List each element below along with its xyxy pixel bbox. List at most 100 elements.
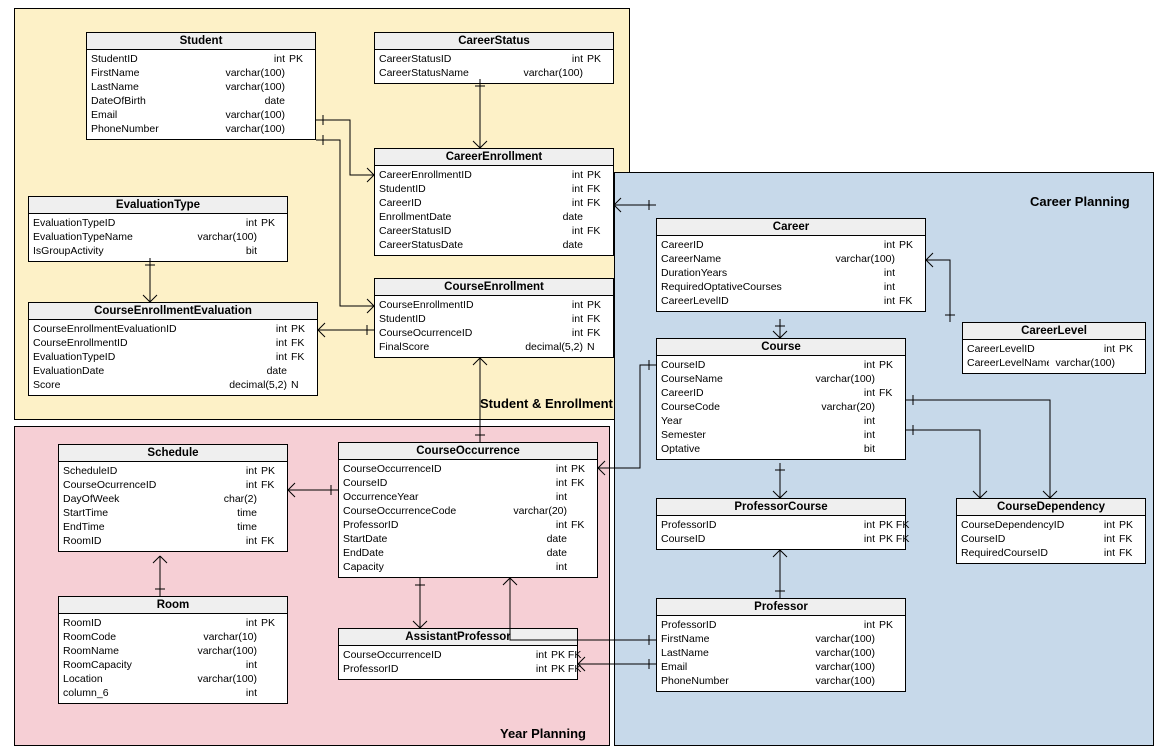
entity-body-EvaluationType: EvaluationTypeIDintPKEvaluationTypeNamev…	[29, 214, 287, 261]
field-name: EvaluationTypeID	[33, 216, 240, 230]
field-key	[895, 280, 921, 294]
region-label-year: Year Planning	[500, 726, 586, 741]
field-row: CourseEnrollmentIDintFK	[33, 336, 313, 350]
field-key: PK	[257, 216, 283, 230]
field-row: StudentIDintFK	[379, 312, 609, 326]
entity-header-Student: Student	[87, 33, 315, 50]
field-type: int	[878, 238, 895, 252]
entity-CareerLevel: CareerLevelCareerLevelIDintPKCareerLevel…	[962, 322, 1146, 374]
field-row: RoomIDintFK	[63, 534, 283, 548]
entity-body-ProfessorCourse: ProfessorIDintPK FKCourseIDintPK FK	[657, 516, 905, 549]
field-type: date	[557, 210, 583, 224]
field-name: CourseID	[661, 358, 858, 372]
field-name: EvaluationDate	[33, 364, 261, 378]
field-key	[285, 122, 311, 136]
field-key	[285, 108, 311, 122]
entity-CourseDependency: CourseDependencyCourseDependencyIDintPKC…	[956, 498, 1146, 564]
field-name: CourseOcurrenceID	[379, 326, 566, 340]
field-row: CourseEnrollmentIDintPK	[379, 298, 609, 312]
field-row: DayOfWeekchar(2)	[63, 492, 283, 506]
field-type: varchar(20)	[815, 400, 875, 414]
field-row: EvaluationTypeIDintFK	[33, 350, 313, 364]
field-type: varchar(100)	[191, 672, 257, 686]
entity-header-Course: Course	[657, 339, 905, 356]
field-name: Semester	[661, 428, 858, 442]
field-name: StudentID	[91, 52, 268, 66]
entity-header-Career: Career	[657, 219, 925, 236]
field-name: OccurrenceYear	[343, 490, 550, 504]
field-key	[875, 428, 901, 442]
entity-Student: StudentStudentIDintPKFirstNamevarchar(10…	[86, 32, 316, 140]
field-type: int	[240, 686, 257, 700]
field-key: FK	[567, 518, 593, 532]
field-name: CareerEnrollmentID	[379, 168, 566, 182]
field-key: PK	[895, 238, 921, 252]
field-type: date	[557, 238, 583, 252]
field-row: CareerLevelIDintPK	[967, 342, 1141, 356]
field-name: StudentID	[379, 312, 566, 326]
field-key	[567, 504, 593, 518]
field-type: int	[270, 350, 287, 364]
field-key: PK	[257, 464, 283, 478]
field-row: CourseIDintFK	[343, 476, 593, 490]
field-row: StudentIDintFK	[379, 182, 609, 196]
field-row: CareerIDintPK	[661, 238, 921, 252]
entity-header-Room: Room	[59, 597, 287, 614]
field-type: decimal(5,2)	[223, 378, 287, 392]
field-type: varchar(100)	[809, 632, 875, 646]
field-row: DateOfBirthdate	[91, 94, 311, 108]
field-type: int	[530, 648, 547, 662]
field-name: RoomID	[63, 534, 240, 548]
field-row: CareerNamevarchar(100)	[661, 252, 921, 266]
field-name: CareerName	[661, 252, 829, 266]
field-key	[285, 94, 311, 108]
field-row: FirstNamevarchar(100)	[91, 66, 311, 80]
field-row: Capacityint	[343, 560, 593, 574]
field-type: int	[1098, 532, 1115, 546]
field-type: date	[541, 532, 567, 546]
field-key: N	[583, 340, 609, 354]
field-name: CourseID	[961, 532, 1098, 546]
entity-body-CareerEnrollment: CareerEnrollmentIDintPKStudentIDintFKCar…	[375, 166, 613, 255]
field-row: CareerStatusDatedate	[379, 238, 609, 252]
field-type: int	[240, 478, 257, 492]
field-name: DurationYears	[661, 266, 878, 280]
field-type: varchar(10)	[197, 630, 257, 644]
field-type: int	[1098, 342, 1115, 356]
field-type: int	[240, 534, 257, 548]
field-key: FK	[287, 350, 313, 364]
field-row: CareerEnrollmentIDintPK	[379, 168, 609, 182]
field-key	[257, 658, 283, 672]
entity-header-CareerLevel: CareerLevel	[963, 323, 1145, 340]
entity-body-CourseOccurrence: CourseOccurrenceIDintPKCourseIDintFKOccu…	[339, 460, 597, 577]
field-name: RequiredOptativeCourses	[661, 280, 878, 294]
entity-Professor: ProfessorProfessorIDintPKFirstNamevarcha…	[656, 598, 906, 692]
field-name: RoomCode	[63, 630, 197, 644]
field-key	[583, 238, 609, 252]
field-key: N	[287, 378, 313, 392]
field-type: time	[231, 506, 257, 520]
entity-header-CourseEnrollmentEvaluation: CourseEnrollmentEvaluation	[29, 303, 317, 320]
field-key	[875, 660, 901, 674]
region-label-career: Career Planning	[1030, 194, 1130, 209]
field-row: CourseIDintPK	[661, 358, 901, 372]
field-name: RequiredCourseID	[961, 546, 1098, 560]
field-name: EvaluationTypeName	[33, 230, 191, 244]
field-type: time	[231, 520, 257, 534]
field-key: FK	[287, 336, 313, 350]
field-row: CareerStatusIDintFK	[379, 224, 609, 238]
field-type: int	[240, 216, 257, 230]
field-name: CareerLevelID	[661, 294, 878, 308]
field-row: IsGroupActivitybit	[33, 244, 283, 258]
field-name: CareerStatusID	[379, 224, 566, 238]
field-type: varchar(100)	[219, 66, 285, 80]
field-row: CareerStatusIDintPK	[379, 52, 609, 66]
entity-CareerStatus: CareerStatusCareerStatusIDintPKCareerSta…	[374, 32, 614, 84]
field-key	[257, 686, 283, 700]
field-name: CourseCode	[661, 400, 815, 414]
field-type: varchar(100)	[809, 646, 875, 660]
field-type: int	[566, 182, 583, 196]
field-name: LastName	[91, 80, 219, 94]
field-key: PK FK	[547, 648, 573, 662]
field-row: LastNamevarchar(100)	[91, 80, 311, 94]
